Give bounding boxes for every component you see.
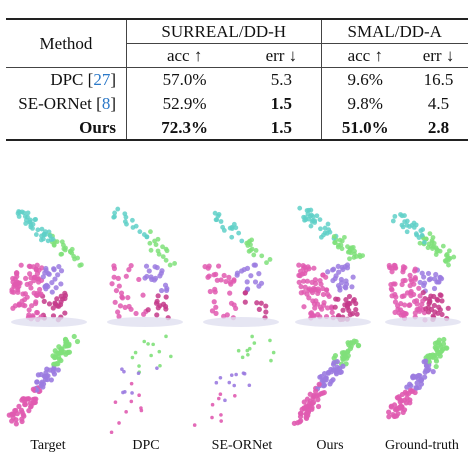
method-name: DPC bbox=[50, 70, 84, 90]
err-header-smal: err ↓ bbox=[409, 42, 468, 67]
point-cloud-panel bbox=[6, 209, 87, 427]
point-cloud-panel bbox=[107, 206, 183, 435]
cell-acc: 9.6% bbox=[320, 67, 410, 92]
cell-err: 5.3 bbox=[270, 70, 292, 90]
table-row: DPC [27] 57.0% 5.3 9.6% 16.5 bbox=[6, 67, 468, 92]
cell-acc: 9.8% bbox=[320, 92, 410, 115]
acc-header-smal: acc ↑ bbox=[320, 42, 410, 67]
table-row: Ours 72.3% 1.5 51.0% 2.8 bbox=[6, 115, 468, 140]
err-header-surreal: err ↓ bbox=[242, 42, 321, 67]
results-table: Method SURREAL/DD-H SMAL/DD-A acc ↑ err … bbox=[6, 18, 468, 141]
cell-err: 1.5 bbox=[270, 117, 292, 137]
citation-link[interactable]: 8 bbox=[101, 94, 111, 113]
caption-target: Target bbox=[30, 438, 65, 453]
caption-se-ornet: SE-ORNet bbox=[212, 438, 273, 453]
point-cloud-panel bbox=[291, 205, 371, 426]
method-header: Method bbox=[39, 33, 93, 53]
cell-acc: 57.0% bbox=[126, 67, 243, 92]
method-name: SE-ORNet bbox=[18, 94, 92, 113]
point-cloud-panel bbox=[385, 212, 461, 420]
cell-acc: 72.3% bbox=[126, 115, 243, 140]
cell-err: 2.8 bbox=[427, 117, 450, 137]
cell-err: 1.5 bbox=[270, 94, 292, 113]
acc-header-surreal: acc ↑ bbox=[126, 42, 243, 67]
caption-dpc: DPC bbox=[132, 438, 159, 453]
cell-err: 4.5 bbox=[427, 94, 450, 113]
group-header-surreal: SURREAL/DD-H bbox=[126, 19, 321, 43]
caption-ours: Ours bbox=[316, 438, 343, 453]
cell-acc: 52.9% bbox=[126, 92, 243, 115]
point-cloud-panel bbox=[192, 210, 279, 427]
cell-acc: 51.0% bbox=[320, 115, 410, 140]
citation-link[interactable]: 27 bbox=[93, 70, 111, 90]
caption-ground-truth: Ground-truth bbox=[385, 438, 459, 453]
method-name: Ours bbox=[79, 117, 116, 137]
group-header-smal: SMAL/DD-A bbox=[320, 19, 468, 43]
point-cloud-figure: Target DPC SE-ORNet Ours Ground-truth bbox=[6, 205, 461, 453]
cell-err: 16.5 bbox=[423, 70, 454, 90]
table-row: SE-ORNet [8] 52.9% 1.5 9.8% 4.5 bbox=[6, 92, 468, 115]
